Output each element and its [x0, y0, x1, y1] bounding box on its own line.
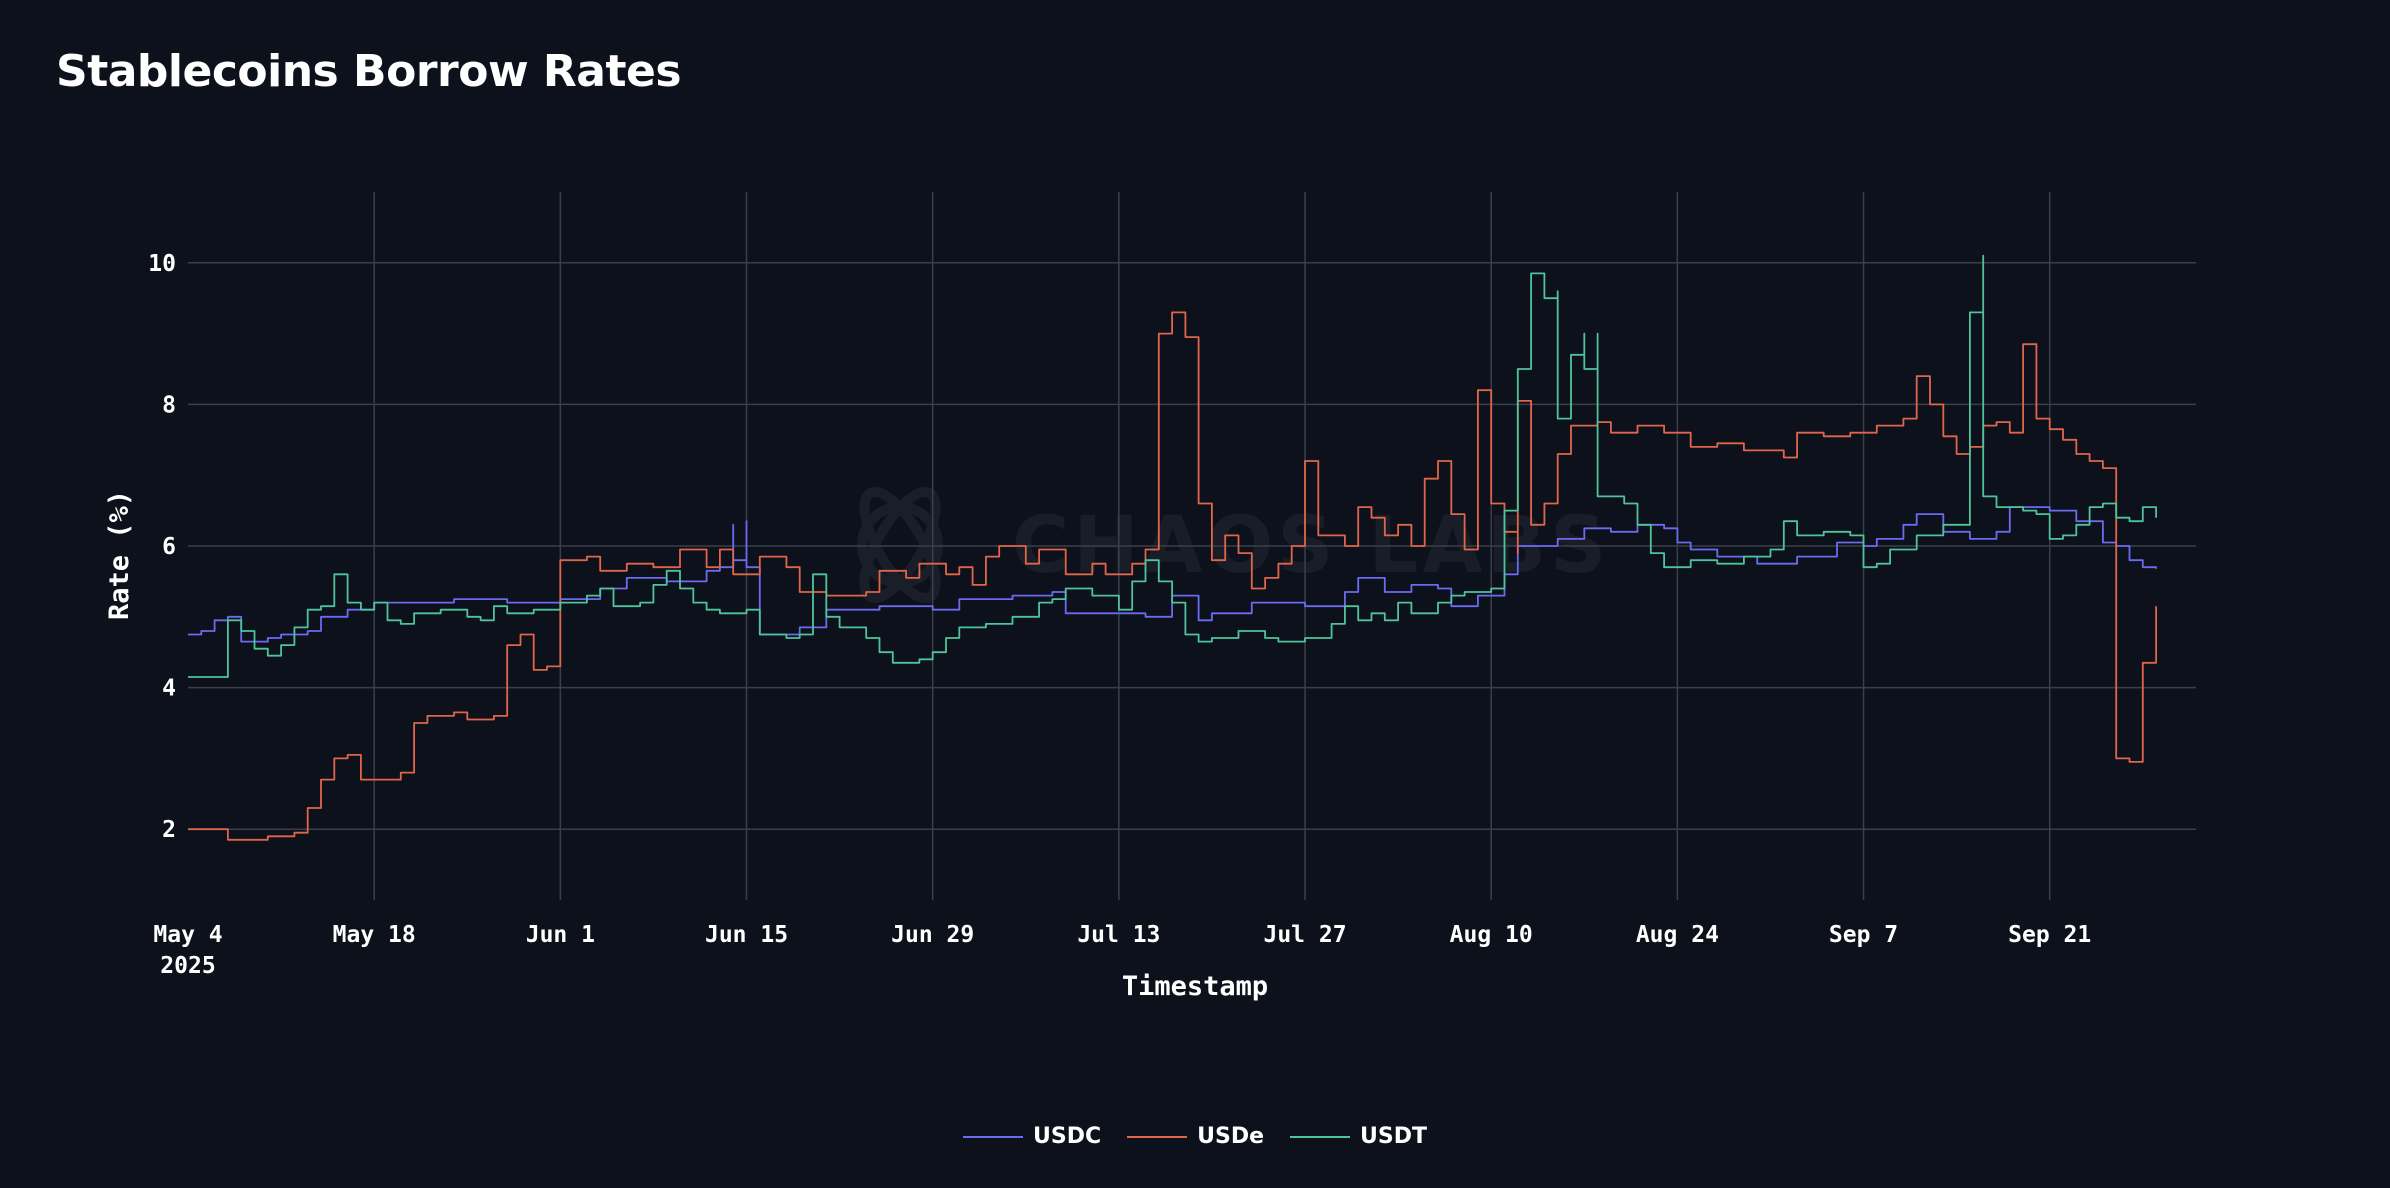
- legend-swatch: [1127, 1135, 1188, 1138]
- y-tick-label: 4: [162, 676, 176, 702]
- y-tick-label: 6: [162, 534, 176, 560]
- legend: USDC USDe USDT: [0, 1124, 2390, 1149]
- legend-item-usdt[interactable]: USDT: [1290, 1124, 1427, 1149]
- y-axis-title: Rate (%): [104, 490, 135, 620]
- series-line-usde: [188, 311, 2157, 841]
- legend-label: USDe: [1197, 1124, 1265, 1149]
- x-tick-label: Jul 13: [1077, 922, 1160, 948]
- legend-item-usdc[interactable]: USDC: [962, 1124, 1102, 1149]
- y-axis-ticks: 2 4 6 8 10: [148, 251, 176, 843]
- legend-item-usde[interactable]: USDe: [1127, 1124, 1264, 1149]
- x-tick-label: Aug 24: [1636, 922, 1719, 948]
- x-tick-label: Jun 1: [526, 922, 595, 948]
- y-tick-label: 10: [148, 251, 176, 277]
- x-tick-label: Aug 10: [1450, 922, 1533, 948]
- x-axis-title: Timestamp: [1122, 971, 1268, 1002]
- x-tick-label: Jun 29: [891, 922, 974, 948]
- legend-swatch: [1290, 1135, 1351, 1138]
- series-line-usdt: [188, 254, 2157, 678]
- chart-title: Stablecoins Borrow Rates: [56, 46, 682, 97]
- x-tick-label: Sep 21: [2008, 922, 2091, 948]
- x-tick-label: Jul 27: [1263, 922, 1346, 948]
- x-tick-label: Sep 7: [1829, 922, 1898, 948]
- series-line-usdc: [188, 506, 2157, 643]
- legend-swatch: [962, 1135, 1023, 1138]
- y-tick-label: 2: [162, 817, 176, 843]
- watermark-icon: [857, 486, 943, 604]
- x-tick-label: Jun 15: [705, 922, 788, 948]
- x-tick-label: May 18: [333, 922, 416, 948]
- legend-label: USDT: [1360, 1124, 1427, 1149]
- series-lines: [188, 254, 2157, 841]
- y-tick-label: 8: [162, 392, 176, 418]
- x-tick-sublabel: 2025: [160, 953, 215, 979]
- grid: [188, 192, 2196, 900]
- x-tick-label: May 4: [153, 922, 222, 948]
- legend-label: USDC: [1032, 1124, 1102, 1149]
- x-axis-ticks: May 4 2025 May 18 Jun 1 Jun 15 Jun 29 Jul 13 Ju…: [153, 922, 2091, 979]
